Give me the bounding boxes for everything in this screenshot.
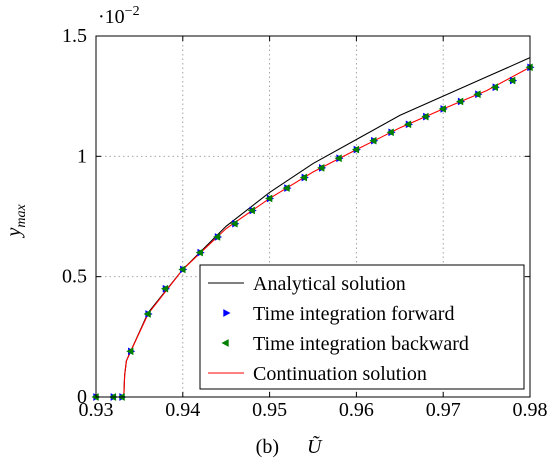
marker-time-integration-backward bbox=[91, 393, 99, 401]
marker-time-integration-backward bbox=[265, 194, 273, 203]
y-tick-label: 1 bbox=[77, 145, 87, 167]
y-tick-label: 0 bbox=[77, 386, 87, 408]
legend-marker-time-integration-forward bbox=[223, 309, 231, 317]
marker-time-integration-backward bbox=[351, 145, 360, 154]
y-tick-label: 1.5 bbox=[62, 25, 87, 47]
x-tick-label: 0.94 bbox=[165, 399, 200, 421]
x-axis-label: Ũ bbox=[307, 434, 323, 458]
x-tick-label: 0.93 bbox=[79, 399, 114, 421]
x-tick-label: 0.95 bbox=[252, 399, 287, 421]
figure-caption-prefix: (b) bbox=[256, 436, 279, 458]
x-tick-label: 0.97 bbox=[426, 399, 461, 421]
plot-area-frame bbox=[95, 35, 531, 398]
legend-marker-time-integration-backward bbox=[221, 339, 229, 347]
y-axis-label: ymax bbox=[3, 203, 29, 238]
marker-time-integration-backward bbox=[126, 347, 134, 356]
marker-time-integration-backward bbox=[247, 206, 255, 215]
marker-time-integration-backward bbox=[317, 164, 325, 172]
legend-label-analytical-solution: Analytical solution bbox=[253, 273, 406, 295]
y-tick-label: 0.5 bbox=[62, 266, 87, 288]
marker-time-integration-backward bbox=[421, 112, 429, 121]
legend-label-continuation-solution: Continuation solution bbox=[253, 363, 427, 385]
marker-time-integration-backward bbox=[160, 284, 169, 293]
x-tick-label: 0.98 bbox=[513, 399, 548, 421]
marker-time-integration-backward bbox=[299, 173, 308, 182]
ticks-layer: 0.93 0.94 0.95 0.96 0.97 0.98 0 0.5 1 1.5 bbox=[62, 25, 548, 421]
series-layer bbox=[91, 57, 535, 401]
marker-time-integration-backward bbox=[456, 97, 464, 106]
marker-time-integration-backward bbox=[195, 248, 203, 257]
legend-box bbox=[199, 264, 525, 390]
marker-time-integration-backward bbox=[369, 136, 377, 145]
marker-time-integration-backward bbox=[178, 265, 186, 274]
marker-time-integration-backward bbox=[386, 128, 394, 137]
marker-time-integration-backward bbox=[213, 233, 221, 241]
legend-label-time-integration-backward: Time integration backward bbox=[253, 333, 469, 355]
series-line-continuation-solution bbox=[96, 66, 531, 398]
marker-time-integration-backward bbox=[403, 120, 412, 129]
legend-items: Analytical solution Time integration forw… bbox=[208, 273, 469, 385]
legend-label-time-integration-forward: Time integration forward bbox=[253, 303, 454, 325]
marker-time-integration-backward bbox=[438, 105, 446, 113]
y-axis-multiplier: ·10−2 bbox=[98, 4, 140, 28]
marker-time-integration-backward bbox=[490, 83, 498, 92]
marker-time-integration-backward bbox=[143, 310, 151, 318]
x-tick-label: 0.96 bbox=[339, 399, 374, 421]
marker-time-integration-backward bbox=[334, 154, 342, 163]
marker-time-integration-backward bbox=[473, 90, 481, 99]
marker-time-integration-backward bbox=[508, 76, 516, 85]
marker-time-integration-backward bbox=[525, 63, 533, 72]
marker-time-integration-backward bbox=[282, 184, 290, 192]
legend: Analytical solution Time integration forw… bbox=[199, 264, 525, 390]
marker-time-integration-backward bbox=[230, 219, 238, 228]
